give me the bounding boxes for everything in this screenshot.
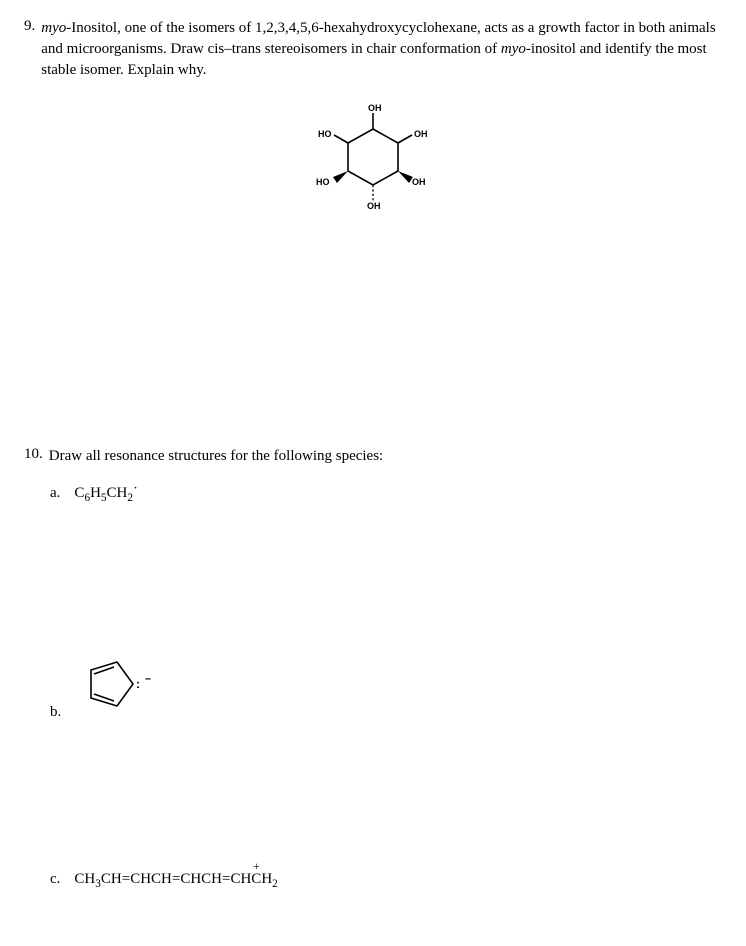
q9-italic-myo-2: myo bbox=[501, 41, 526, 57]
q10-c-formula: CH3CH=CHCH=CHCH=CHCH2 bbox=[74, 871, 722, 888]
cyclopentadienyl-anion-svg: : – bbox=[75, 652, 155, 716]
hexagon-inositol-svg: OH OH OH OH HO HO bbox=[308, 101, 438, 211]
anion-lonepair: : bbox=[136, 677, 140, 691]
q10-part-a: a. C6H5CH2˙ bbox=[50, 485, 722, 502]
label-oh-lr: OH bbox=[412, 177, 426, 187]
label-oh-ur: OH bbox=[414, 129, 428, 139]
q10-c-label: c. bbox=[50, 871, 60, 888]
q10-a-formula: C6H5CH2˙ bbox=[74, 485, 722, 502]
question-9-number: 9. bbox=[24, 18, 35, 35]
q10-a-label: a. bbox=[50, 485, 60, 502]
question-9-row: 9. myo-Inositol, one of the isomers of 1… bbox=[24, 18, 722, 81]
question-9-body: myo-Inositol, one of the isomers of 1,2,… bbox=[41, 18, 722, 81]
question-10-number: 10. bbox=[24, 446, 43, 463]
question-10-row: 10. Draw all resonance structures for th… bbox=[24, 446, 722, 467]
q10-part-c: c. CH3CH=CHCH=CHCH=CHCH2 bbox=[50, 871, 722, 888]
q9-italic-myo-1: myo bbox=[41, 20, 66, 36]
q10-b-structure: : – bbox=[75, 652, 722, 721]
label-oh-bottom: OH bbox=[367, 201, 381, 211]
question-10: 10. Draw all resonance structures for th… bbox=[24, 446, 722, 888]
label-oh-top: OH bbox=[368, 103, 382, 113]
q10-part-b: b. : – bbox=[50, 652, 722, 721]
anion-charge: – bbox=[145, 673, 151, 685]
q10-b-label: b. bbox=[50, 704, 61, 721]
q10-subparts: a. C6H5CH2˙ b. : – bbox=[50, 485, 722, 888]
myo-inositol-structure: OH OH OH OH HO HO bbox=[24, 101, 722, 216]
label-oh-ul: HO bbox=[318, 129, 332, 139]
label-oh-ll: HO bbox=[316, 177, 330, 187]
question-10-text: Draw all resonance structures for the fo… bbox=[49, 446, 722, 467]
question-9: 9. myo-Inositol, one of the isomers of 1… bbox=[24, 18, 722, 216]
